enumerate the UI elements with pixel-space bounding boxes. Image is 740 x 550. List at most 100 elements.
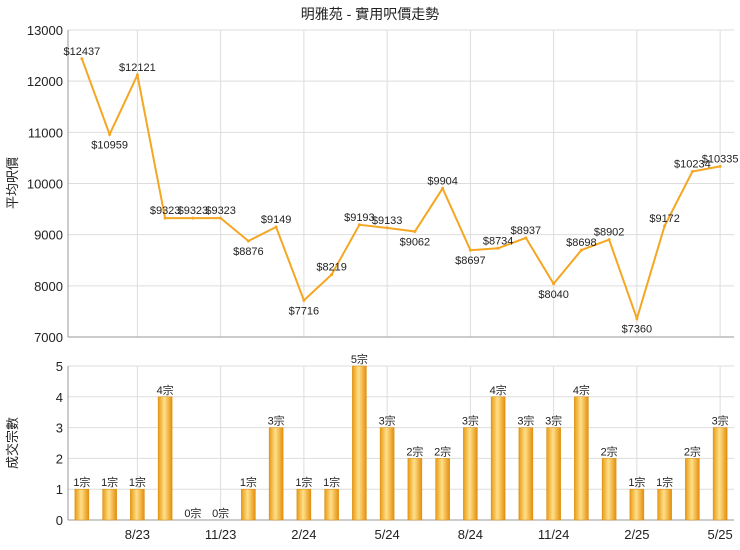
volume-bar bbox=[712, 427, 728, 521]
price-data-label: $7360 bbox=[622, 324, 653, 336]
price-point bbox=[496, 246, 500, 250]
volume-bar bbox=[601, 458, 617, 521]
volume-data-label: 3宗 bbox=[462, 414, 479, 428]
price-y-tick-label: 11000 bbox=[28, 125, 63, 140]
volume-data-label: 3宗 bbox=[517, 414, 534, 428]
volume-data-label: 3宗 bbox=[268, 414, 285, 428]
volume-y-tick-label: 4 bbox=[56, 390, 63, 405]
price-point bbox=[219, 216, 223, 220]
volume-x-tick-label: 11/23 bbox=[205, 527, 237, 542]
price-point bbox=[357, 223, 361, 227]
volume-data-label: 0宗 bbox=[184, 506, 201, 520]
price-data-label: $10335 bbox=[702, 153, 739, 165]
volume-y-tick-label: 5 bbox=[56, 359, 63, 374]
price-data-label: $8040 bbox=[538, 289, 569, 301]
price-data-label: $9149 bbox=[261, 214, 292, 226]
price-point bbox=[163, 216, 167, 220]
volume-bar bbox=[102, 488, 117, 521]
volume-data-label: 4宗 bbox=[490, 383, 507, 397]
price-point bbox=[690, 170, 694, 174]
volume-data-labels: 1宗 1宗 1宗 4宗 0宗 0宗 1宗 3宗 1宗 1宗 5宗 3宗 2宗 2宗 3宗 4宗 3宗 3宗 4宗 2宗… bbox=[73, 352, 728, 520]
price-data-label: $9323 bbox=[178, 205, 209, 217]
volume-data-label: 1宗 bbox=[73, 475, 90, 489]
price-data-label: $8219 bbox=[316, 262, 347, 274]
price-y-tick-label: 10000 bbox=[27, 177, 63, 192]
volume-data-label: 1宗 bbox=[656, 475, 673, 489]
price-data-label: $10234 bbox=[674, 159, 711, 171]
price-axes: 7000 8000 9000 10000 11000 12000 13000 bbox=[27, 23, 734, 345]
volume-data-label: 3宗 bbox=[712, 414, 729, 428]
volume-data-label: 1宗 bbox=[323, 475, 340, 489]
volume-data-label: 1宗 bbox=[129, 475, 146, 489]
volume-y-tick-label: 2 bbox=[56, 451, 63, 466]
volume-data-label: 1宗 bbox=[240, 475, 257, 489]
volume-y-tick-label: 1 bbox=[56, 482, 63, 497]
volume-data-label: 2宗 bbox=[684, 444, 701, 458]
price-data-label: $9323 bbox=[205, 205, 236, 217]
price-data-label: $8734 bbox=[483, 235, 514, 247]
volume-bar bbox=[463, 427, 478, 521]
volume-data-label: 1宗 bbox=[628, 475, 645, 489]
volume-bar bbox=[324, 488, 339, 521]
volume-data-label: 1宗 bbox=[295, 475, 312, 489]
volume-bar bbox=[241, 488, 256, 521]
price-data-label: $8937 bbox=[511, 225, 542, 237]
volume-bar bbox=[130, 488, 145, 521]
volume-bar bbox=[518, 427, 534, 521]
price-point bbox=[330, 273, 334, 277]
price-point bbox=[80, 57, 84, 61]
price-point bbox=[302, 298, 306, 302]
volume-bar bbox=[490, 396, 506, 521]
price-point bbox=[718, 164, 722, 168]
price-y-tick-label: 9000 bbox=[34, 228, 63, 243]
volume-x-tick-labels: 8/23 11/23 2/24 5/24 8/24 11/24 2/25 5/25 bbox=[125, 527, 733, 542]
price-point bbox=[274, 225, 278, 229]
volume-data-label: 0宗 bbox=[212, 506, 229, 520]
price-grid bbox=[68, 29, 734, 338]
volume-y-tick-label: 0 bbox=[56, 513, 63, 528]
price-point bbox=[191, 216, 195, 220]
volume-bar bbox=[574, 396, 589, 521]
volume-bar bbox=[268, 427, 284, 521]
price-data-label: $9193 bbox=[344, 212, 375, 224]
price-point bbox=[108, 132, 112, 136]
price-line-series bbox=[80, 58, 721, 322]
price-data-label: $9133 bbox=[372, 215, 403, 227]
volume-bar bbox=[685, 458, 700, 521]
price-point bbox=[607, 238, 611, 242]
volume-x-tick-label: 8/24 bbox=[458, 527, 483, 542]
volume-x-tick-label: 2/24 bbox=[291, 527, 316, 542]
volume-x-tick-label: 8/23 bbox=[125, 527, 150, 542]
volume-x-tick-label: 2/25 bbox=[624, 527, 649, 542]
price-data-label: $9904 bbox=[427, 175, 458, 187]
price-data-label: $7716 bbox=[289, 305, 320, 317]
price-y-axis-label: 平均呎價 bbox=[5, 157, 20, 209]
volume-bar bbox=[379, 427, 395, 521]
volume-data-label: 4宗 bbox=[573, 383, 590, 397]
volume-x-tick-label: 5/24 bbox=[374, 527, 399, 542]
volume-bar bbox=[546, 427, 561, 521]
volume-bar bbox=[352, 365, 367, 521]
volume-bar bbox=[629, 488, 645, 521]
price-y-tick-label: 8000 bbox=[34, 279, 63, 294]
volume-y-tick-label: 3 bbox=[56, 421, 63, 436]
volume-bar bbox=[657, 488, 672, 521]
price-data-label: $12121 bbox=[119, 62, 156, 74]
volume-bar bbox=[74, 488, 90, 521]
volume-bar bbox=[296, 488, 312, 521]
price-point bbox=[524, 236, 528, 240]
price-data-labels: $12437$10959$12121$9323$9323$9323$8876$9… bbox=[64, 46, 739, 336]
volume-data-label: 5宗 bbox=[351, 352, 368, 366]
volume-data-label: 1宗 bbox=[101, 475, 118, 489]
price-data-label: $8902 bbox=[594, 227, 625, 239]
price-point bbox=[413, 229, 417, 233]
volume-bar bbox=[435, 458, 450, 521]
price-point bbox=[385, 226, 389, 230]
volume-x-tick-label: 5/25 bbox=[707, 527, 732, 542]
volume-data-label: 3宗 bbox=[379, 414, 396, 428]
price-point bbox=[579, 248, 583, 252]
volume-data-label: 3宗 bbox=[545, 414, 562, 428]
volume-data-label: 2宗 bbox=[601, 444, 618, 458]
volume-bars bbox=[74, 365, 728, 521]
